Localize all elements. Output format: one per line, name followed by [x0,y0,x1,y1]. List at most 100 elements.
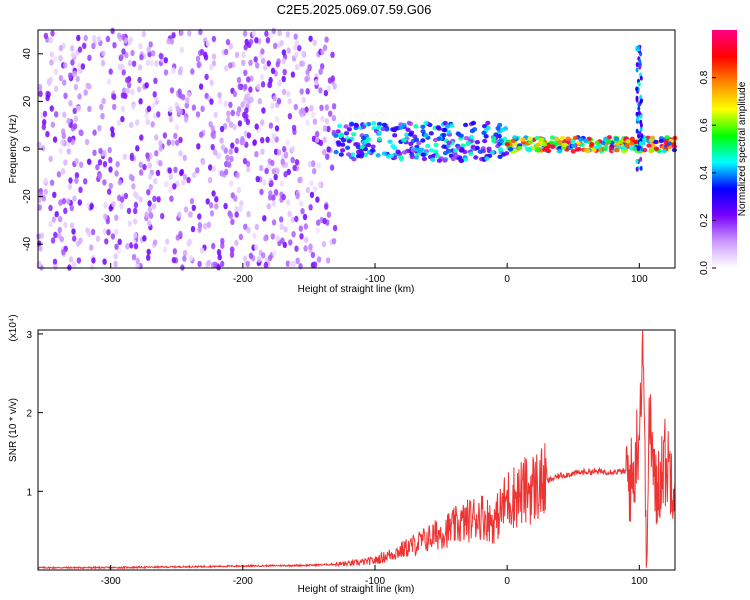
spectrogram-cell [280,158,285,165]
spectrogram-cell [156,111,161,118]
spectrogram-cell [188,211,193,218]
spectrogram-cell [341,138,347,143]
spectrogram-cell [508,147,514,152]
spectrogram-cell [196,143,201,150]
spectrogram-cell [326,125,331,133]
spectrogram-cell [343,131,350,136]
spectrogram-cell [370,144,376,149]
spectrogram-cell [254,151,259,158]
spectrogram-cell [275,235,281,242]
spectrogram-cell [232,123,237,131]
spectrogram-cell [183,206,189,213]
spectrogram-cell [214,196,219,203]
spectrogram-cell [224,48,229,56]
spectrogram-cell [310,111,316,119]
spectrogram-cell [458,157,464,163]
spectrogram-cell [68,100,73,107]
spectrogram-cell [449,123,455,128]
spectrogram-cell [182,249,188,257]
spectrogram-cell [304,75,309,83]
spectrogram-cell [59,236,64,243]
spectrogram-cell [249,96,254,103]
spectrogram-cell [271,219,277,226]
spectrogram-cell [271,200,276,207]
spectrogram-cell [282,241,287,249]
spectrogram-cell [309,191,315,198]
spectrogram-cell [238,205,243,212]
spectrogram-cell [376,121,383,127]
spectrogram-cell [260,119,265,126]
spectrogram-cell [78,186,83,193]
spectrogram-cell [125,76,130,84]
spectrogram-cell [275,61,280,68]
spectrogram-cell [209,210,215,217]
spectrogram-cell [262,179,267,186]
spectrogram-cell [283,226,288,233]
figure-title: C2E5.2025.069.07.59.G06 [277,2,432,17]
spectrogram-cell [410,148,416,153]
snr-x-axis-label: Height of straight line (km) [298,584,415,595]
spectrogram-cell [578,137,584,142]
spectrogram-x-tick-label: 100 [631,274,648,285]
spectrogram-cell [174,124,180,131]
spectrogram-cell [335,140,341,145]
spectrogram-cell [158,145,163,152]
spectrogram-cell [204,73,209,81]
spectrogram-cell [326,211,332,218]
spectrogram-cell [260,137,265,144]
spectrogram-cell [301,50,306,57]
spectrogram-cell [254,223,259,231]
spectrogram-cell [230,109,235,117]
spectrogram-cell [147,173,153,180]
spectrogram-cell [179,169,184,177]
spectrogram-cell [517,145,523,151]
spectrogram-cell [148,184,153,191]
spectrogram-cell [110,131,116,138]
spectrogram-cell [73,83,79,91]
spectrogram-cell [236,186,242,194]
spectrogram-y-tick-label: 40 [22,48,33,60]
spectrogram-cell [255,62,260,69]
spectrogram-cell [293,103,298,111]
spectrogram-cell [145,118,150,126]
spectrogram-cell [635,166,639,172]
spectrogram-cell [264,167,269,175]
spectrogram-cell [414,147,420,153]
spectrogram-cell [147,220,152,227]
spectrogram-cell [420,124,426,129]
spectrogram-cell [78,161,84,168]
spectrogram-cell [230,142,235,149]
spectrogram-cell [78,237,83,244]
spectrogram-cell [133,201,139,209]
spectrogram-cell [152,239,158,246]
spectrogram-cell [312,261,318,268]
spectrogram-cell [274,189,279,196]
spectrogram-cell [154,134,159,141]
spectrogram-cell [570,139,576,144]
spectrogram-cell [385,154,391,159]
spectrogram-cell [242,157,248,165]
spectrogram-cell [432,137,439,143]
spectrogram-cell [650,143,656,148]
spectrogram-cell [72,70,78,77]
spectrogram-cell [99,103,104,111]
spectrogram-cell [261,252,266,259]
spectrogram-cell [70,45,75,52]
spectrogram-cell [292,164,297,172]
spectrogram-x-tick-label: -300 [101,274,121,285]
spectrogram-cell [463,122,469,128]
spectrogram-cell [72,123,78,130]
spectrogram-cell [37,204,42,211]
spectrogram-cell [408,141,414,146]
spectrogram-cell [268,32,273,39]
spectrogram-cell [321,240,327,248]
spectrogram-cell [322,136,327,143]
spectrogram-cell [318,68,323,75]
spectrogram-cell [146,46,151,53]
spectrogram-cell [298,225,303,232]
spectrogram-cell [61,249,66,256]
spectrogram-cell [192,171,197,179]
spectrogram-cell [53,231,58,239]
spectrogram-cell [603,144,609,150]
spectrogram-cell [242,30,248,37]
